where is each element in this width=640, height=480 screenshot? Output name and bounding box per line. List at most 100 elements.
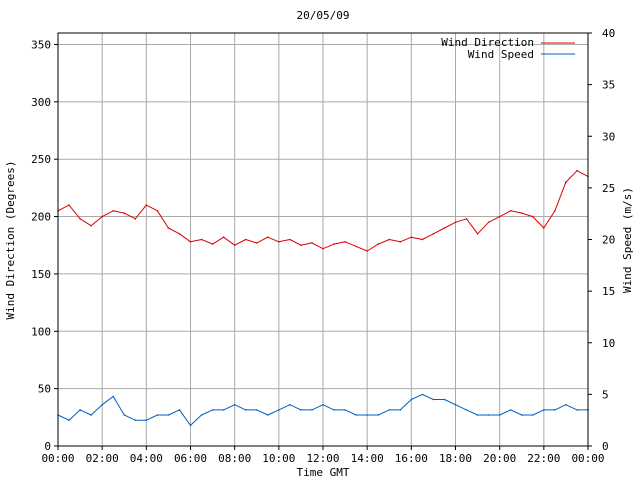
data-point-wind-speed bbox=[399, 409, 402, 411]
data-point-wind-direction bbox=[554, 210, 556, 212]
data-point-wind-direction bbox=[421, 238, 424, 241]
data-point-wind-speed bbox=[554, 409, 556, 411]
data-point-wind-direction bbox=[311, 242, 313, 244]
data-point-wind-speed bbox=[300, 409, 302, 411]
data-point-wind-speed bbox=[278, 409, 280, 411]
data-point-wind-speed bbox=[443, 398, 446, 401]
data-point-wind-direction bbox=[167, 227, 170, 229]
data-point-wind-direction bbox=[366, 250, 369, 252]
data-point-wind-speed bbox=[244, 409, 247, 411]
y-left-tick-label: 200 bbox=[31, 211, 51, 224]
data-point-wind-direction bbox=[90, 224, 92, 227]
y-right-tick-label: 40 bbox=[602, 27, 615, 40]
x-tick-label: 06:00 bbox=[174, 452, 207, 465]
data-point-wind-speed bbox=[123, 414, 126, 416]
y-right-tick-label: 10 bbox=[602, 337, 615, 350]
data-point-wind-speed bbox=[112, 395, 114, 398]
y-axis-right-label: Wind Speed (m/s) bbox=[621, 187, 634, 293]
data-point-wind-speed bbox=[90, 414, 92, 416]
data-point-wind-speed bbox=[355, 414, 357, 416]
x-tick-label: 14:00 bbox=[351, 452, 384, 465]
data-point-wind-direction bbox=[521, 212, 523, 214]
data-point-wind-speed bbox=[267, 414, 269, 416]
x-tick-label: 04:00 bbox=[130, 452, 163, 465]
data-point-wind-speed bbox=[289, 403, 291, 406]
data-point-wind-direction bbox=[432, 233, 435, 235]
y-right-tick-label: 5 bbox=[602, 388, 609, 401]
y-left-tick-label: 350 bbox=[31, 38, 51, 51]
data-point-wind-speed bbox=[101, 403, 103, 406]
x-tick-label: 20:00 bbox=[483, 452, 516, 465]
data-point-wind-speed bbox=[498, 414, 501, 416]
data-point-wind-direction bbox=[222, 236, 225, 238]
data-point-wind-direction bbox=[101, 215, 103, 218]
y-right-tick-label: 25 bbox=[602, 182, 615, 195]
data-point-wind-speed bbox=[322, 403, 324, 406]
data-point-wind-direction bbox=[255, 242, 258, 244]
y-right-tick-label: 30 bbox=[602, 130, 615, 143]
data-point-wind-direction bbox=[278, 241, 280, 243]
data-point-wind-speed bbox=[255, 409, 258, 411]
y-left-tick-label: 50 bbox=[38, 383, 51, 396]
data-point-wind-speed bbox=[200, 414, 203, 416]
x-tick-label: 10:00 bbox=[262, 452, 295, 465]
data-point-wind-direction bbox=[79, 218, 81, 220]
data-point-wind-speed bbox=[509, 409, 512, 411]
data-point-wind-direction bbox=[189, 241, 192, 243]
y-axis-left-label: Wind Direction (Degrees) bbox=[4, 161, 17, 320]
data-point-wind-direction bbox=[487, 221, 490, 224]
data-point-wind-direction bbox=[289, 238, 291, 241]
y-left-tick-label: 300 bbox=[31, 96, 51, 109]
x-tick-label: 18:00 bbox=[439, 452, 472, 465]
series-layer bbox=[57, 169, 589, 427]
data-point-wind-direction bbox=[211, 243, 214, 245]
data-point-wind-direction bbox=[344, 241, 346, 243]
data-point-wind-speed bbox=[521, 414, 523, 416]
data-point-wind-direction bbox=[465, 218, 468, 220]
data-point-wind-direction bbox=[134, 218, 137, 220]
y-right-tick-label: 15 bbox=[602, 285, 615, 298]
legend-label-wind-speed: Wind Speed bbox=[468, 48, 534, 61]
data-point-wind-direction bbox=[300, 244, 302, 246]
data-point-wind-direction bbox=[200, 238, 203, 241]
data-point-wind-speed bbox=[333, 409, 335, 411]
chart-title: 20/05/09 bbox=[297, 9, 350, 22]
data-point-wind-speed bbox=[211, 409, 214, 411]
x-tick-label: 16:00 bbox=[395, 452, 428, 465]
y-left-tick-label: 100 bbox=[31, 325, 51, 338]
x-tick-label: 12:00 bbox=[306, 452, 339, 465]
data-point-wind-speed bbox=[311, 409, 313, 411]
data-point-wind-speed bbox=[432, 398, 435, 401]
data-point-wind-direction bbox=[145, 204, 148, 206]
data-point-wind-speed bbox=[565, 403, 567, 406]
data-point-wind-direction bbox=[543, 227, 545, 229]
y-right-tick-label: 35 bbox=[602, 79, 615, 92]
data-point-wind-direction bbox=[576, 169, 578, 172]
data-point-wind-direction bbox=[123, 212, 126, 214]
y-left-tick-label: 250 bbox=[31, 153, 51, 166]
data-point-wind-direction bbox=[156, 210, 159, 212]
data-point-wind-speed bbox=[465, 409, 468, 411]
data-point-wind-direction bbox=[498, 215, 501, 218]
data-point-wind-speed bbox=[476, 414, 479, 416]
data-point-wind-direction bbox=[399, 241, 402, 243]
x-axis-label: Time GMT bbox=[297, 466, 350, 479]
data-point-wind-direction bbox=[244, 238, 247, 241]
data-point-wind-speed bbox=[156, 414, 159, 416]
data-point-wind-speed bbox=[377, 414, 380, 416]
data-point-wind-direction bbox=[476, 233, 479, 235]
y-left-tick-label: 150 bbox=[31, 268, 51, 281]
data-point-wind-speed bbox=[134, 419, 137, 422]
legend: Wind Direction Wind Speed bbox=[441, 36, 575, 61]
y-right-tick-label: 0 bbox=[602, 440, 609, 453]
data-point-wind-speed bbox=[454, 403, 457, 406]
legend-label-wind-direction: Wind Direction bbox=[441, 36, 534, 49]
x-tick-label: 02:00 bbox=[86, 452, 119, 465]
data-point-wind-direction bbox=[68, 204, 70, 206]
data-point-wind-speed bbox=[68, 419, 70, 422]
data-point-wind-direction bbox=[565, 181, 567, 183]
data-point-wind-speed bbox=[79, 409, 81, 411]
data-point-wind-speed bbox=[233, 403, 236, 406]
tick-layer: 00:00 02:00 04:00 06:00 08:00 10:00 12:00 14:00… bbox=[31, 27, 615, 465]
